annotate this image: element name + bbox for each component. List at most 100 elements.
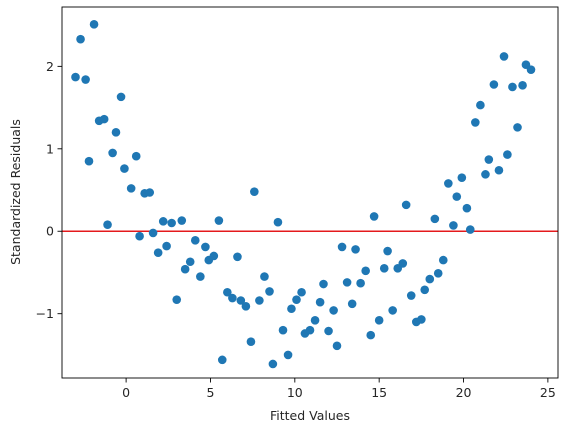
data-point: [135, 231, 144, 241]
data-point: [209, 251, 219, 261]
x-tick-label: 0: [122, 385, 130, 400]
data-point: [116, 92, 126, 102]
data-point: [417, 315, 426, 324]
y-axis: −1 0 1 2: [36, 59, 62, 321]
data-point: [297, 287, 306, 297]
data-point: [369, 212, 379, 221]
plot-area-frame: [61, 6, 559, 379]
data-point: [449, 221, 458, 230]
data-point: [108, 148, 117, 158]
data-point: [444, 179, 453, 188]
data-point: [484, 155, 494, 164]
data-point: [425, 274, 435, 284]
data-point: [76, 34, 85, 44]
y-tick-label: 0: [46, 224, 54, 239]
data-point: [265, 287, 274, 296]
data-point: [268, 359, 278, 369]
data-point: [503, 150, 512, 159]
x-tick-label: 25: [540, 385, 556, 400]
x-tick-label: 5: [206, 385, 214, 400]
data-point: [89, 20, 99, 29]
data-point: [481, 170, 490, 179]
x-axis-label: Fitted Values: [270, 408, 350, 423]
data-point: [342, 278, 352, 287]
data-point: [319, 279, 328, 289]
data-point: [153, 248, 163, 257]
data-point: [337, 242, 347, 252]
data-point: [162, 241, 171, 251]
data-point: [241, 301, 251, 311]
data-point: [214, 216, 224, 225]
data-point: [196, 272, 205, 281]
data-point: [329, 306, 338, 315]
data-point: [278, 325, 288, 335]
data-point: [366, 330, 376, 340]
data-point: [494, 165, 504, 175]
data-point: [167, 218, 176, 228]
data-point: [526, 65, 536, 74]
data-point: [233, 252, 242, 262]
data-point: [228, 293, 237, 303]
data-point: [489, 80, 499, 89]
data-point: [508, 82, 517, 92]
x-axis: 0 5 10 15 20 25: [122, 378, 556, 400]
data-point: [518, 81, 527, 90]
data-point: [172, 295, 182, 304]
data-point: [223, 287, 232, 297]
data-point: [292, 295, 301, 304]
x-tick-label: 15: [371, 385, 387, 400]
data-point: [433, 268, 443, 278]
data-point: [305, 325, 315, 335]
y-tick-label: 1: [46, 141, 54, 156]
data-point: [103, 220, 112, 229]
y-tick-label: 2: [46, 59, 54, 74]
data-point: [438, 255, 448, 265]
data-point: [499, 52, 509, 61]
data-point: [398, 259, 408, 268]
data-point: [420, 285, 430, 295]
data-point: [310, 315, 320, 325]
data-point: [388, 306, 397, 315]
data-point: [236, 296, 246, 305]
data-point: [111, 128, 121, 137]
data-point: [260, 272, 269, 281]
data-point: [361, 266, 370, 276]
data-point: [356, 278, 365, 288]
data-point: [283, 350, 293, 360]
data-point: [246, 337, 256, 347]
data-point: [180, 264, 190, 274]
data-point: [145, 188, 155, 197]
data-point: [217, 355, 227, 365]
data-point: [379, 264, 389, 273]
data-point: [347, 299, 357, 309]
data-point: [273, 217, 283, 227]
data-point: [185, 257, 195, 267]
data-point: [471, 118, 480, 127]
x-tick-label: 20: [456, 385, 472, 400]
data-point: [177, 216, 187, 225]
data-point: [406, 291, 416, 300]
data-point: [476, 100, 485, 110]
data-point: [99, 114, 109, 124]
data-point: [148, 228, 158, 238]
data-point: [513, 123, 522, 132]
data-point: [201, 242, 210, 252]
data-point: [84, 156, 94, 166]
data-point: [120, 164, 129, 173]
data-point: [81, 75, 90, 84]
data-point: [287, 304, 296, 314]
data-point: [465, 225, 475, 234]
data-point: [351, 245, 360, 254]
data-point: [457, 173, 467, 182]
data-point: [131, 151, 141, 161]
data-point: [126, 184, 136, 193]
x-tick-label: 10: [287, 385, 303, 400]
data-point: [255, 296, 264, 305]
data-point: [71, 72, 80, 82]
data-point: [401, 200, 411, 210]
data-point: [250, 187, 259, 196]
data-point: [332, 341, 342, 351]
data-point: [190, 236, 200, 245]
y-axis-label: Standardized Residuals: [8, 119, 23, 265]
